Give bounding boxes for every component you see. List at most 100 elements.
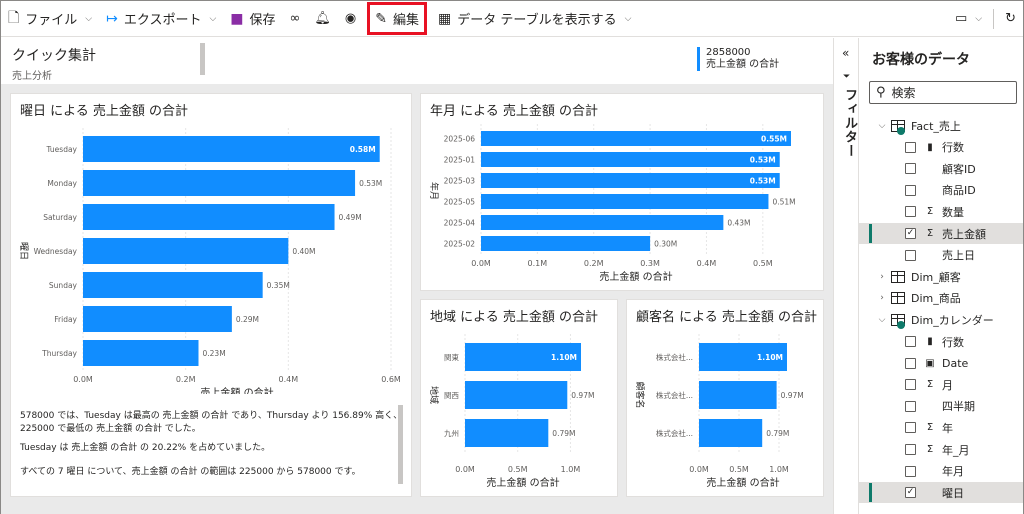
checkbox[interactable] [905, 184, 916, 196]
header-scrollbar[interactable] [200, 43, 205, 75]
chevron-down-icon[interactable]: ⌵ [878, 120, 886, 131]
customer-chart-card[interactable]: 顧客名 による 売上金額 の合計 0.0M 0.5M 1.0M 株式会社... 1.10… [626, 299, 824, 497]
table-node[interactable]: › Dim_商品 [859, 288, 1023, 309]
insights-button[interactable]: ◉ [338, 1, 363, 37]
checkbox[interactable] [905, 336, 916, 347]
field-label: Fact_売上 [911, 119, 961, 133]
chevron-right-icon[interactable]: › [880, 293, 884, 304]
pencil-icon: ✎ [375, 10, 387, 27]
field-label: 月 [942, 378, 953, 392]
checkbox[interactable] [905, 465, 916, 477]
file-menu[interactable]: 🗋 ファイル ⌵ [1, 1, 99, 37]
field-item[interactable]: ✓ Σ 売上金額 [859, 223, 1023, 244]
field-item[interactable]: ▮ 行数 [859, 137, 1023, 158]
sum-icon: Σ [926, 228, 934, 239]
checkbox-checked[interactable]: ✓ [905, 487, 916, 499]
category-label: 株式会社... [656, 428, 693, 438]
checkbox[interactable] [905, 163, 916, 175]
notification-button[interactable]: 🔔︎ [307, 1, 338, 37]
filter-pane-collapsed[interactable]: « ⏷ フィルター [833, 38, 859, 514]
field-item[interactable]: 商品ID [859, 180, 1023, 201]
search-input[interactable]: ⚲ 検索 [869, 81, 1017, 104]
collapse-chevron-icon[interactable]: « [842, 46, 850, 60]
chevron-down-icon[interactable]: ⌵ [878, 314, 886, 325]
export-menu[interactable]: ↦ エクスポート ⌵ [99, 1, 223, 37]
save-label: 保存 [249, 13, 276, 28]
x-tick-label: 0.2M [584, 259, 604, 268]
field-item[interactable]: Σ 年_月 [859, 439, 1023, 460]
narrative-text-1: 578000 では、Tuesday は最高の 売上金額 の合計 であり、Thur… [20, 411, 403, 434]
field-item[interactable]: ▮ 行数 [859, 331, 1023, 352]
sum-icon: Σ [926, 444, 934, 455]
chart-title: 顧客名 による 売上金額 の合計 [636, 310, 818, 325]
field-label: 商品ID [942, 184, 976, 198]
checkbox[interactable] [905, 206, 916, 218]
data-label: 0.58M [350, 145, 376, 154]
data-label: 1.10M [551, 353, 577, 362]
view-menu[interactable]: ▭ ⌵ [948, 1, 989, 37]
category-label: 九州 [444, 429, 459, 438]
date-icon: ▣ [925, 357, 935, 369]
table-node[interactable]: ⌵ Fact_売上 [859, 115, 1023, 136]
refresh-button[interactable]: ↻ [998, 1, 1023, 37]
chart-title: 年月 による 売上金額 の合計 [430, 104, 599, 119]
bar [465, 419, 549, 447]
field-label: 顧客ID [942, 162, 976, 176]
selection-indicator [869, 483, 872, 503]
chart-title: 曜日 による 売上金額 の合計 [20, 104, 189, 119]
toolbar-right: ▭ ⌵ ↻ [948, 1, 1023, 37]
field-label: 四半期 [942, 400, 975, 414]
export-label: エクスポート [123, 13, 202, 28]
checkbox-checked[interactable]: ✓ [905, 228, 916, 239]
save-button[interactable]: ■ 保存 [223, 1, 282, 37]
category-label: Saturday [43, 213, 77, 222]
field-item[interactable]: Σ 数量 [859, 201, 1023, 222]
binoculars-button[interactable]: ∞ [283, 1, 308, 37]
chevron-right-icon[interactable]: › [880, 271, 884, 282]
checkbox[interactable] [905, 249, 916, 261]
month-chart-card[interactable]: 年月 による 売上金額 の合計 0.0M 0.1M 0.2M 0.3M 0.4M 0.5M… [420, 93, 824, 291]
sum-icon: Σ [926, 206, 934, 218]
kpi-card[interactable]: 2858000 売上金額 の合計 [697, 47, 779, 71]
checkbox[interactable] [905, 141, 916, 153]
data-label: 0.49M [339, 213, 362, 222]
checkbox[interactable] [905, 379, 916, 391]
file-label: ファイル [25, 13, 78, 28]
month-bar-chart: 0.0M 0.1M 0.2M 0.3M 0.4M 0.5M 2025-06 0.55M 2025… [428, 124, 796, 283]
table-node[interactable]: ⌵ Dim_カレンダー [859, 309, 1023, 330]
field-item[interactable]: 売上日 [859, 245, 1023, 266]
category-label: 2025-04 [444, 219, 476, 228]
field-item[interactable]: 顧客ID [859, 158, 1023, 179]
checkbox[interactable] [905, 422, 916, 434]
bar [481, 173, 780, 188]
x-tick-label: 0.0M [471, 259, 491, 268]
checkbox[interactable] [905, 400, 916, 412]
field-item[interactable]: 四半期 [859, 396, 1023, 417]
checkbox[interactable] [905, 357, 916, 369]
x-tick-label: 0.2M [176, 375, 196, 384]
table-icon [891, 292, 905, 305]
field-label: Date [942, 356, 969, 370]
checkbox[interactable] [905, 444, 916, 455]
narrative-scrollbar[interactable] [398, 405, 403, 484]
field-item[interactable]: ✓ 曜日 [859, 482, 1023, 504]
data-label: 0.97M [781, 391, 804, 400]
bar [465, 381, 568, 409]
data-label: 0.53M [750, 177, 776, 186]
field-item[interactable]: 年月 [859, 461, 1023, 482]
weekday-chart-card[interactable]: 曜日 による 売上金額 の合計 0.0M 0.2M 0.4M 0.6M Tuesday 0… [10, 93, 412, 497]
bar [83, 306, 232, 332]
field-item[interactable]: ▣ Date [859, 353, 1023, 374]
table-node[interactable]: › Dim_顧客 [859, 266, 1023, 287]
data-label: 1.10M [757, 353, 783, 362]
edit-button[interactable]: ✎ 編集 [367, 2, 427, 35]
region-chart-card[interactable]: 地域 による 売上金額 の合計 0.0M 0.5M 1.0M 関東 1.10M 関西 0.9… [420, 299, 618, 497]
x-tick-label: 0.0M [689, 465, 709, 474]
customer-bar-chart: 0.0M 0.5M 1.0M 株式会社... 1.10M 株式会社... 0.97M 株式会社… [634, 334, 804, 489]
category-label: 関東 [444, 352, 459, 362]
active-dot-icon [897, 126, 905, 135]
show-data-table-menu[interactable]: ▦ データ テーブルを表示する ⌵ [431, 1, 638, 37]
data-label: 0.79M [552, 429, 575, 438]
